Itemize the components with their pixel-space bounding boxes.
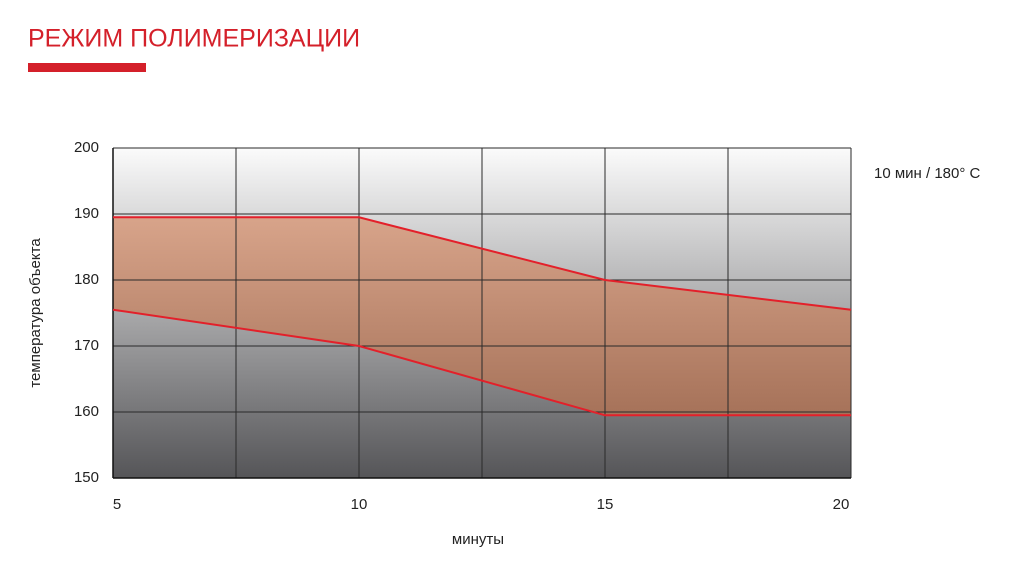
y-tick-label: 180 xyxy=(74,271,99,288)
x-tick-label: 15 xyxy=(597,496,614,513)
x-tick-label: 10 xyxy=(351,496,368,513)
y-tick-label: 200 xyxy=(74,139,99,156)
series-line xyxy=(113,216,852,311)
annotation: 10 мин / 180° C xyxy=(874,165,981,182)
y-tick-label: 160 xyxy=(74,403,99,420)
series-line xyxy=(112,308,851,417)
y-tick-label: 190 xyxy=(74,205,99,222)
y-axis-label: температура объекта xyxy=(27,238,44,388)
x-tick-label: 20 xyxy=(833,496,850,513)
x-tick-label: 5 xyxy=(113,496,121,513)
y-tick-label: 150 xyxy=(74,469,99,486)
page-title: РЕЖИМ ПОЛИМЕРИЗАЦИИ xyxy=(28,25,360,53)
x-axis-label: минуты xyxy=(452,531,504,548)
y-tick-label: 170 xyxy=(74,337,99,354)
title-underline xyxy=(28,63,146,72)
